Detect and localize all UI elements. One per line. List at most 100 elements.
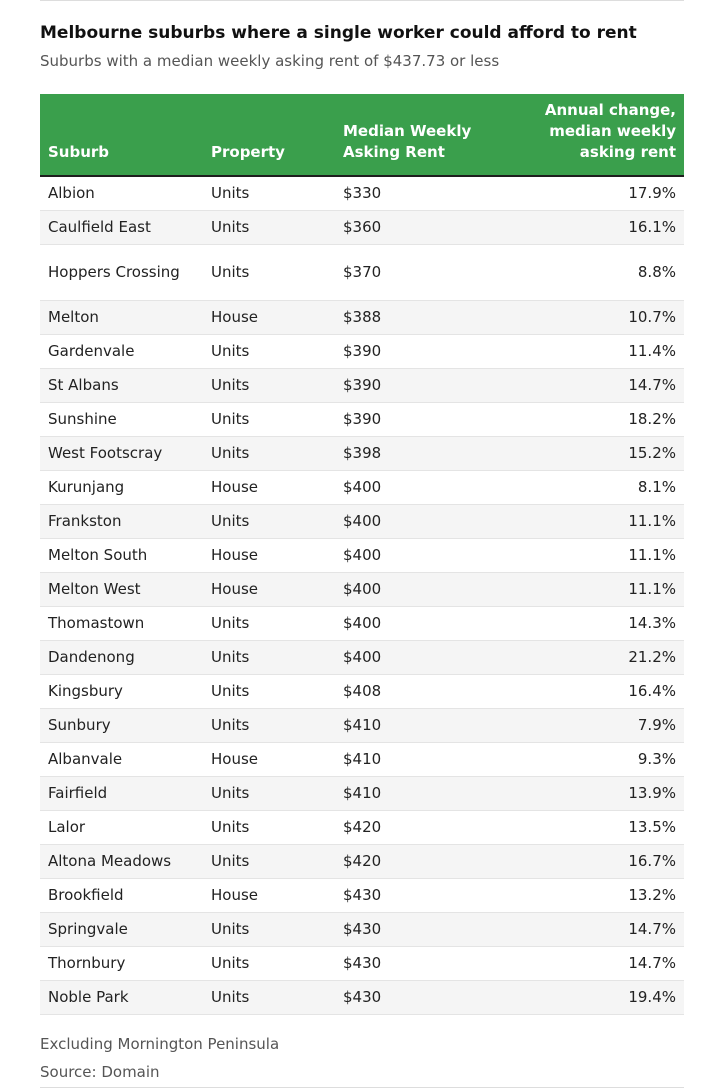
table-row: Springvale Units $430 14.7% xyxy=(40,912,684,947)
table-row: Albion Units $330 17.9% xyxy=(40,176,684,211)
footnotes: Excluding Mornington Peninsula Source: D… xyxy=(40,1030,684,1086)
cell-suburb: Altona Meadows xyxy=(40,844,203,879)
table-row: Albanvale House $410 9.3% xyxy=(40,742,684,777)
cell-property: House xyxy=(203,538,335,573)
table-row: Melton South House $400 11.1% xyxy=(40,538,684,573)
column-header-median-rent: Median Weekly Asking Rent xyxy=(335,94,524,177)
chart-subtitle: Suburbs with a median weekly asking rent… xyxy=(40,52,500,70)
cell-property: House xyxy=(203,572,335,607)
table-row: Altona Meadows Units $420 16.7% xyxy=(40,844,684,879)
table-row: Sunbury Units $410 7.9% xyxy=(40,708,684,743)
cell-property: Units xyxy=(203,210,335,245)
cell-annual-change: 13.2% xyxy=(524,878,684,913)
cell-suburb: Brookfield xyxy=(40,878,203,913)
cell-suburb: Kurunjang xyxy=(40,470,203,505)
cell-suburb: Gardenvale xyxy=(40,334,203,369)
cell-median-rent: $330 xyxy=(335,176,524,211)
cell-suburb: Sunbury xyxy=(40,708,203,743)
cell-property: Units xyxy=(203,334,335,369)
table-row: Melton West House $400 11.1% xyxy=(40,572,684,607)
cell-median-rent: $430 xyxy=(335,946,524,981)
column-header-annual-change: Annual change, median weekly asking rent xyxy=(524,94,684,177)
cell-suburb: West Footscray xyxy=(40,436,203,471)
cell-property: House xyxy=(203,470,335,505)
cell-property: House xyxy=(203,878,335,913)
cell-median-rent: $430 xyxy=(335,878,524,913)
cell-property: Units xyxy=(203,708,335,743)
cell-suburb: Springvale xyxy=(40,912,203,947)
table-row: Brookfield House $430 13.2% xyxy=(40,878,684,913)
cell-annual-change: 14.7% xyxy=(524,368,684,403)
table-row: Thornbury Units $430 14.7% xyxy=(40,946,684,981)
table-row: St Albans Units $390 14.7% xyxy=(40,368,684,403)
cell-annual-change: 9.3% xyxy=(524,742,684,777)
cell-median-rent: $408 xyxy=(335,674,524,709)
cell-property: Units xyxy=(203,402,335,437)
cell-median-rent: $410 xyxy=(335,708,524,743)
cell-annual-change: 16.7% xyxy=(524,844,684,879)
rent-table: Suburb Property Median Weekly Asking Ren… xyxy=(40,94,684,1015)
cell-property: House xyxy=(203,300,335,335)
cell-annual-change: 11.1% xyxy=(524,572,684,607)
cell-annual-change: 18.2% xyxy=(524,402,684,437)
cell-suburb: Caulfield East xyxy=(40,210,203,245)
cell-median-rent: $398 xyxy=(335,436,524,471)
cell-property: Units xyxy=(203,674,335,709)
cell-median-rent: $390 xyxy=(335,334,524,369)
cell-suburb: Kingsbury xyxy=(40,674,203,709)
cell-suburb: Melton South xyxy=(40,538,203,573)
table-row: Thomastown Units $400 14.3% xyxy=(40,606,684,641)
cell-annual-change: 14.7% xyxy=(524,912,684,947)
cell-suburb: Dandenong xyxy=(40,640,203,675)
cell-property: Units xyxy=(203,244,335,301)
cell-annual-change: 19.4% xyxy=(524,980,684,1015)
cell-property: Units xyxy=(203,606,335,641)
cell-property: Units xyxy=(203,436,335,471)
cell-property: Units xyxy=(203,368,335,403)
cell-suburb: Lalor xyxy=(40,810,203,845)
cell-median-rent: $390 xyxy=(335,402,524,437)
cell-suburb: Sunshine xyxy=(40,402,203,437)
table-row: Hoppers Crossing Units $370 8.8% xyxy=(40,244,684,301)
cell-suburb: Frankston xyxy=(40,504,203,539)
cell-median-rent: $400 xyxy=(335,640,524,675)
table-row: Fairfield Units $410 13.9% xyxy=(40,776,684,811)
cell-annual-change: 16.4% xyxy=(524,674,684,709)
cell-suburb: Fairfield xyxy=(40,776,203,811)
column-header-property: Property xyxy=(203,94,335,177)
cell-annual-change: 14.7% xyxy=(524,946,684,981)
table-row: Noble Park Units $430 19.4% xyxy=(40,980,684,1015)
cell-annual-change: 14.3% xyxy=(524,606,684,641)
cell-property: Units xyxy=(203,640,335,675)
cell-property: Units xyxy=(203,810,335,845)
cell-median-rent: $400 xyxy=(335,538,524,573)
top-divider xyxy=(40,0,684,1)
cell-median-rent: $430 xyxy=(335,980,524,1015)
cell-annual-change: 8.1% xyxy=(524,470,684,505)
table-row: Caulfield East Units $360 16.1% xyxy=(40,210,684,245)
table-row: Kingsbury Units $408 16.4% xyxy=(40,674,684,709)
cell-suburb: Albion xyxy=(40,176,203,211)
cell-median-rent: $400 xyxy=(335,572,524,607)
cell-median-rent: $410 xyxy=(335,742,524,777)
cell-property: Units xyxy=(203,176,335,211)
cell-suburb: Noble Park xyxy=(40,980,203,1015)
table-row: Gardenvale Units $390 11.4% xyxy=(40,334,684,369)
cell-property: Units xyxy=(203,504,335,539)
cell-suburb: Albanvale xyxy=(40,742,203,777)
cell-annual-change: 16.1% xyxy=(524,210,684,245)
cell-property: Units xyxy=(203,912,335,947)
cell-annual-change: 13.5% xyxy=(524,810,684,845)
cell-annual-change: 15.2% xyxy=(524,436,684,471)
column-header-suburb: Suburb xyxy=(40,94,203,177)
table-header-row: Suburb Property Median Weekly Asking Ren… xyxy=(40,94,684,177)
table-row: Frankston Units $400 11.1% xyxy=(40,504,684,539)
chart-title: Melbourne suburbs where a single worker … xyxy=(40,23,637,43)
cell-annual-change: 7.9% xyxy=(524,708,684,743)
cell-annual-change: 11.1% xyxy=(524,538,684,573)
cell-median-rent: $360 xyxy=(335,210,524,245)
cell-property: Units xyxy=(203,946,335,981)
cell-suburb: Melton West xyxy=(40,572,203,607)
table-row: Melton House $388 10.7% xyxy=(40,300,684,335)
table-row: Sunshine Units $390 18.2% xyxy=(40,402,684,437)
